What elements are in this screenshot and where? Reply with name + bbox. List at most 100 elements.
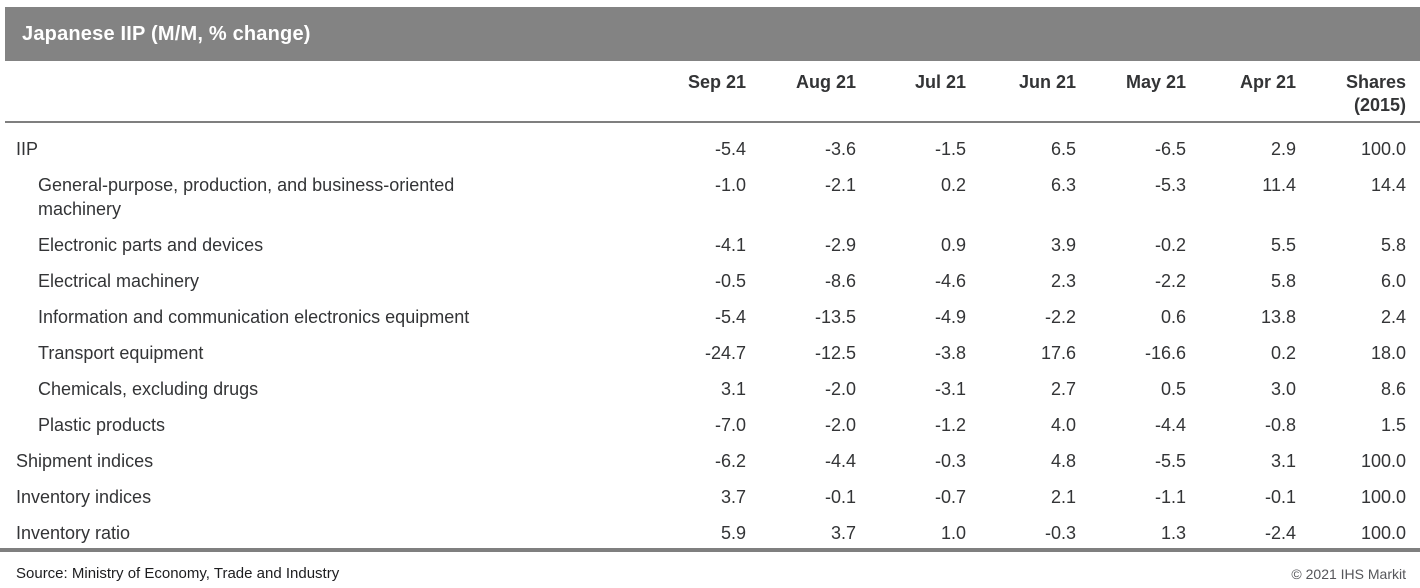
data-cell: -5.3 bbox=[1154, 175, 1186, 195]
data-cell: -13.5 bbox=[814, 307, 856, 327]
table-row-inventory-ratio: Inventory ratio 5.9 3.7 1.0 -0.3 1.3 -2.… bbox=[0, 515, 1406, 551]
row-label: Electronic parts and devices bbox=[38, 235, 264, 255]
data-cell: 6.3 bbox=[1050, 175, 1076, 195]
data-cell: -0.2 bbox=[1154, 235, 1186, 255]
row-label: Inventory indices bbox=[16, 487, 152, 507]
table-row-shipment-indices: Shipment indices -6.2 -4.4 -0.3 4.8 -5.5… bbox=[0, 443, 1406, 479]
data-cell: 5.5 bbox=[1270, 235, 1296, 255]
data-cell: 100.0 bbox=[1360, 451, 1406, 471]
data-cell: 0.2 bbox=[940, 175, 966, 195]
table-title: Japanese IIP (M/M, % change) bbox=[22, 22, 311, 45]
table-row-electronic-parts: Electronic parts and devices -4.1 -2.9 0… bbox=[0, 227, 1406, 263]
data-cell: 6.0 bbox=[1380, 271, 1406, 291]
copyright-note: © 2021 IHS Markit bbox=[1291, 566, 1406, 582]
table-bottom-line bbox=[0, 548, 1420, 552]
source-note: Source: Ministry of Economy, Trade and I… bbox=[16, 565, 340, 582]
data-cell: -1.0 bbox=[714, 175, 746, 195]
row-label: Inventory ratio bbox=[16, 523, 131, 543]
row-label: Shipment indices bbox=[16, 451, 154, 471]
data-cell: 3.7 bbox=[830, 523, 856, 543]
data-cell: 2.4 bbox=[1380, 307, 1406, 327]
column-header-apr21: Apr 21 bbox=[1239, 72, 1296, 92]
data-cell: -2.4 bbox=[1264, 523, 1296, 543]
data-cell: -4.6 bbox=[934, 271, 966, 291]
data-cell: 18.0 bbox=[1370, 343, 1406, 363]
column-header-may21: May 21 bbox=[1125, 72, 1186, 92]
table-row-transport-equipment: Transport equipment -24.7 -12.5 -3.8 17.… bbox=[0, 335, 1406, 371]
data-cell: -4.1 bbox=[714, 235, 746, 255]
data-cell: -2.1 bbox=[824, 175, 856, 195]
column-header-sep21: Sep 21 bbox=[687, 72, 746, 92]
data-cell: -3.8 bbox=[934, 343, 966, 363]
data-cell: 8.6 bbox=[1380, 379, 1406, 399]
data-cell: 11.4 bbox=[1262, 175, 1296, 195]
shares-label-line1: Shares bbox=[1345, 72, 1406, 92]
shares-label-line2: (2015) bbox=[1353, 95, 1406, 115]
data-cell: -12.5 bbox=[814, 343, 856, 363]
data-cell: 4.0 bbox=[1050, 415, 1076, 435]
table-row-electrical-machinery: Electrical machinery -0.5 -8.6 -4.6 2.3 … bbox=[0, 263, 1406, 299]
data-cell: 0.6 bbox=[1160, 307, 1186, 327]
table-row-inventory-indices: Inventory indices 3.7 -0.1 -0.7 2.1 -1.1… bbox=[0, 479, 1406, 515]
iip-data-table: Sep 21 Aug 21 Jul 21 Jun 21 May 21 Apr 2… bbox=[0, 61, 1406, 551]
data-cell: -2.2 bbox=[1154, 271, 1186, 291]
data-cell: -0.1 bbox=[824, 487, 856, 507]
data-cell: -0.5 bbox=[714, 271, 746, 291]
column-header-aug21: Aug 21 bbox=[795, 72, 856, 92]
data-cell: 1.5 bbox=[1380, 415, 1406, 435]
data-cell: 3.1 bbox=[720, 379, 746, 399]
data-cell: 1.0 bbox=[940, 523, 966, 543]
data-cell: -0.1 bbox=[1264, 487, 1296, 507]
data-cell: 100.0 bbox=[1360, 139, 1406, 159]
row-label: Information and communication electronic… bbox=[38, 307, 470, 327]
table-row-info-comm-equipment: Information and communication electronic… bbox=[0, 299, 1406, 335]
data-cell: -3.6 bbox=[824, 139, 856, 159]
data-cell: -4.4 bbox=[1154, 415, 1186, 435]
data-cell: -1.5 bbox=[934, 139, 966, 159]
data-cell: 5.8 bbox=[1380, 235, 1406, 255]
data-cell: 100.0 bbox=[1360, 487, 1406, 507]
table-title-bar: Japanese IIP (M/M, % change) bbox=[5, 7, 1420, 61]
data-cell: -5.5 bbox=[1154, 451, 1186, 471]
data-cell: -5.4 bbox=[714, 139, 746, 159]
row-label: General-purpose, production, and busines… bbox=[0, 167, 636, 227]
data-cell: 3.9 bbox=[1050, 235, 1076, 255]
data-cell: 4.8 bbox=[1050, 451, 1076, 471]
data-cell: 0.2 bbox=[1270, 343, 1296, 363]
data-cell: -2.0 bbox=[824, 415, 856, 435]
data-cell: -0.3 bbox=[1044, 523, 1076, 543]
data-cell: 3.1 bbox=[1270, 451, 1296, 471]
data-cell: -0.8 bbox=[1264, 415, 1296, 435]
data-cell: 5.9 bbox=[720, 523, 746, 543]
data-cell: -7.0 bbox=[714, 415, 746, 435]
data-cell: 14.4 bbox=[1370, 175, 1406, 195]
table-body: IIP -5.4 -3.6 -1.5 6.5 -6.5 2.9 100.0 Ge… bbox=[0, 131, 1406, 551]
data-cell: -2.2 bbox=[1044, 307, 1076, 327]
data-cell: -8.6 bbox=[824, 271, 856, 291]
table-row-iip: IIP -5.4 -3.6 -1.5 6.5 -6.5 2.9 100.0 bbox=[0, 131, 1406, 167]
data-cell: 2.1 bbox=[1050, 487, 1076, 507]
data-cell: 13.8 bbox=[1260, 307, 1296, 327]
table-row-general-machinery: General-purpose, production, and busines… bbox=[0, 167, 1406, 227]
row-label: Electrical machinery bbox=[38, 271, 200, 291]
data-cell: -16.6 bbox=[1144, 343, 1186, 363]
data-cell: 2.9 bbox=[1270, 139, 1296, 159]
row-label-text: General-purpose, production, and busines… bbox=[38, 175, 455, 219]
data-cell: -4.9 bbox=[934, 307, 966, 327]
row-label: IIP bbox=[16, 139, 39, 159]
data-cell: -0.3 bbox=[934, 451, 966, 471]
table-row-chemicals: Chemicals, excluding drugs 3.1 -2.0 -3.1… bbox=[0, 371, 1406, 407]
header-divider-line bbox=[5, 121, 1420, 123]
data-cell: -2.9 bbox=[824, 235, 856, 255]
data-cell: -5.4 bbox=[714, 307, 746, 327]
column-header-shares: Shares (2015) bbox=[1296, 61, 1406, 131]
column-header-jul21: Jul 21 bbox=[914, 72, 966, 92]
data-cell: 2.7 bbox=[1050, 379, 1076, 399]
data-cell: -1.1 bbox=[1154, 487, 1186, 507]
data-cell: -2.0 bbox=[824, 379, 856, 399]
data-cell: 17.6 bbox=[1040, 343, 1076, 363]
data-cell: -24.7 bbox=[704, 343, 746, 363]
table-row-plastic-products: Plastic products -7.0 -2.0 -1.2 4.0 -4.4… bbox=[0, 407, 1406, 443]
header-row: Sep 21 Aug 21 Jul 21 Jun 21 May 21 Apr 2… bbox=[0, 61, 1406, 131]
row-label: Chemicals, excluding drugs bbox=[38, 379, 259, 399]
